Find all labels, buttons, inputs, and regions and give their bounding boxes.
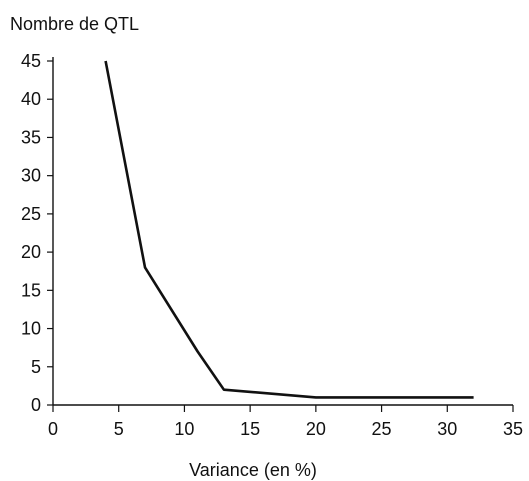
y-tick-label: 45 bbox=[21, 51, 41, 71]
x-tick-label: 30 bbox=[437, 419, 457, 439]
axes: 0 5 10 15 20 25 30 35 0 5 10 15 20 25 30 35 40 45 bbox=[21, 51, 523, 439]
x-axis-title: Variance (en %) bbox=[189, 460, 317, 480]
y-tick-label: 30 bbox=[21, 166, 41, 186]
y-tick-label: 40 bbox=[21, 89, 41, 109]
y-tick-label: 15 bbox=[21, 280, 41, 300]
y-tick-label: 0 bbox=[31, 395, 41, 415]
y-tick-label: 35 bbox=[21, 127, 41, 147]
y-tick-label: 5 bbox=[31, 357, 41, 377]
x-tick-label: 35 bbox=[503, 419, 523, 439]
x-tick-label: 0 bbox=[48, 419, 58, 439]
x-tick-label: 20 bbox=[306, 419, 326, 439]
y-tick-label: 20 bbox=[21, 242, 41, 262]
x-tick-label: 25 bbox=[372, 419, 392, 439]
x-tick-label: 15 bbox=[240, 419, 260, 439]
y-tick-label: 10 bbox=[21, 319, 41, 339]
y-tick-label: 25 bbox=[21, 204, 41, 224]
series-group bbox=[104, 60, 474, 399]
series-line bbox=[104, 60, 474, 399]
x-tick-label: 10 bbox=[174, 419, 194, 439]
x-tick-label: 5 bbox=[114, 419, 124, 439]
y-axis-title: Nombre de QTL bbox=[10, 14, 139, 34]
